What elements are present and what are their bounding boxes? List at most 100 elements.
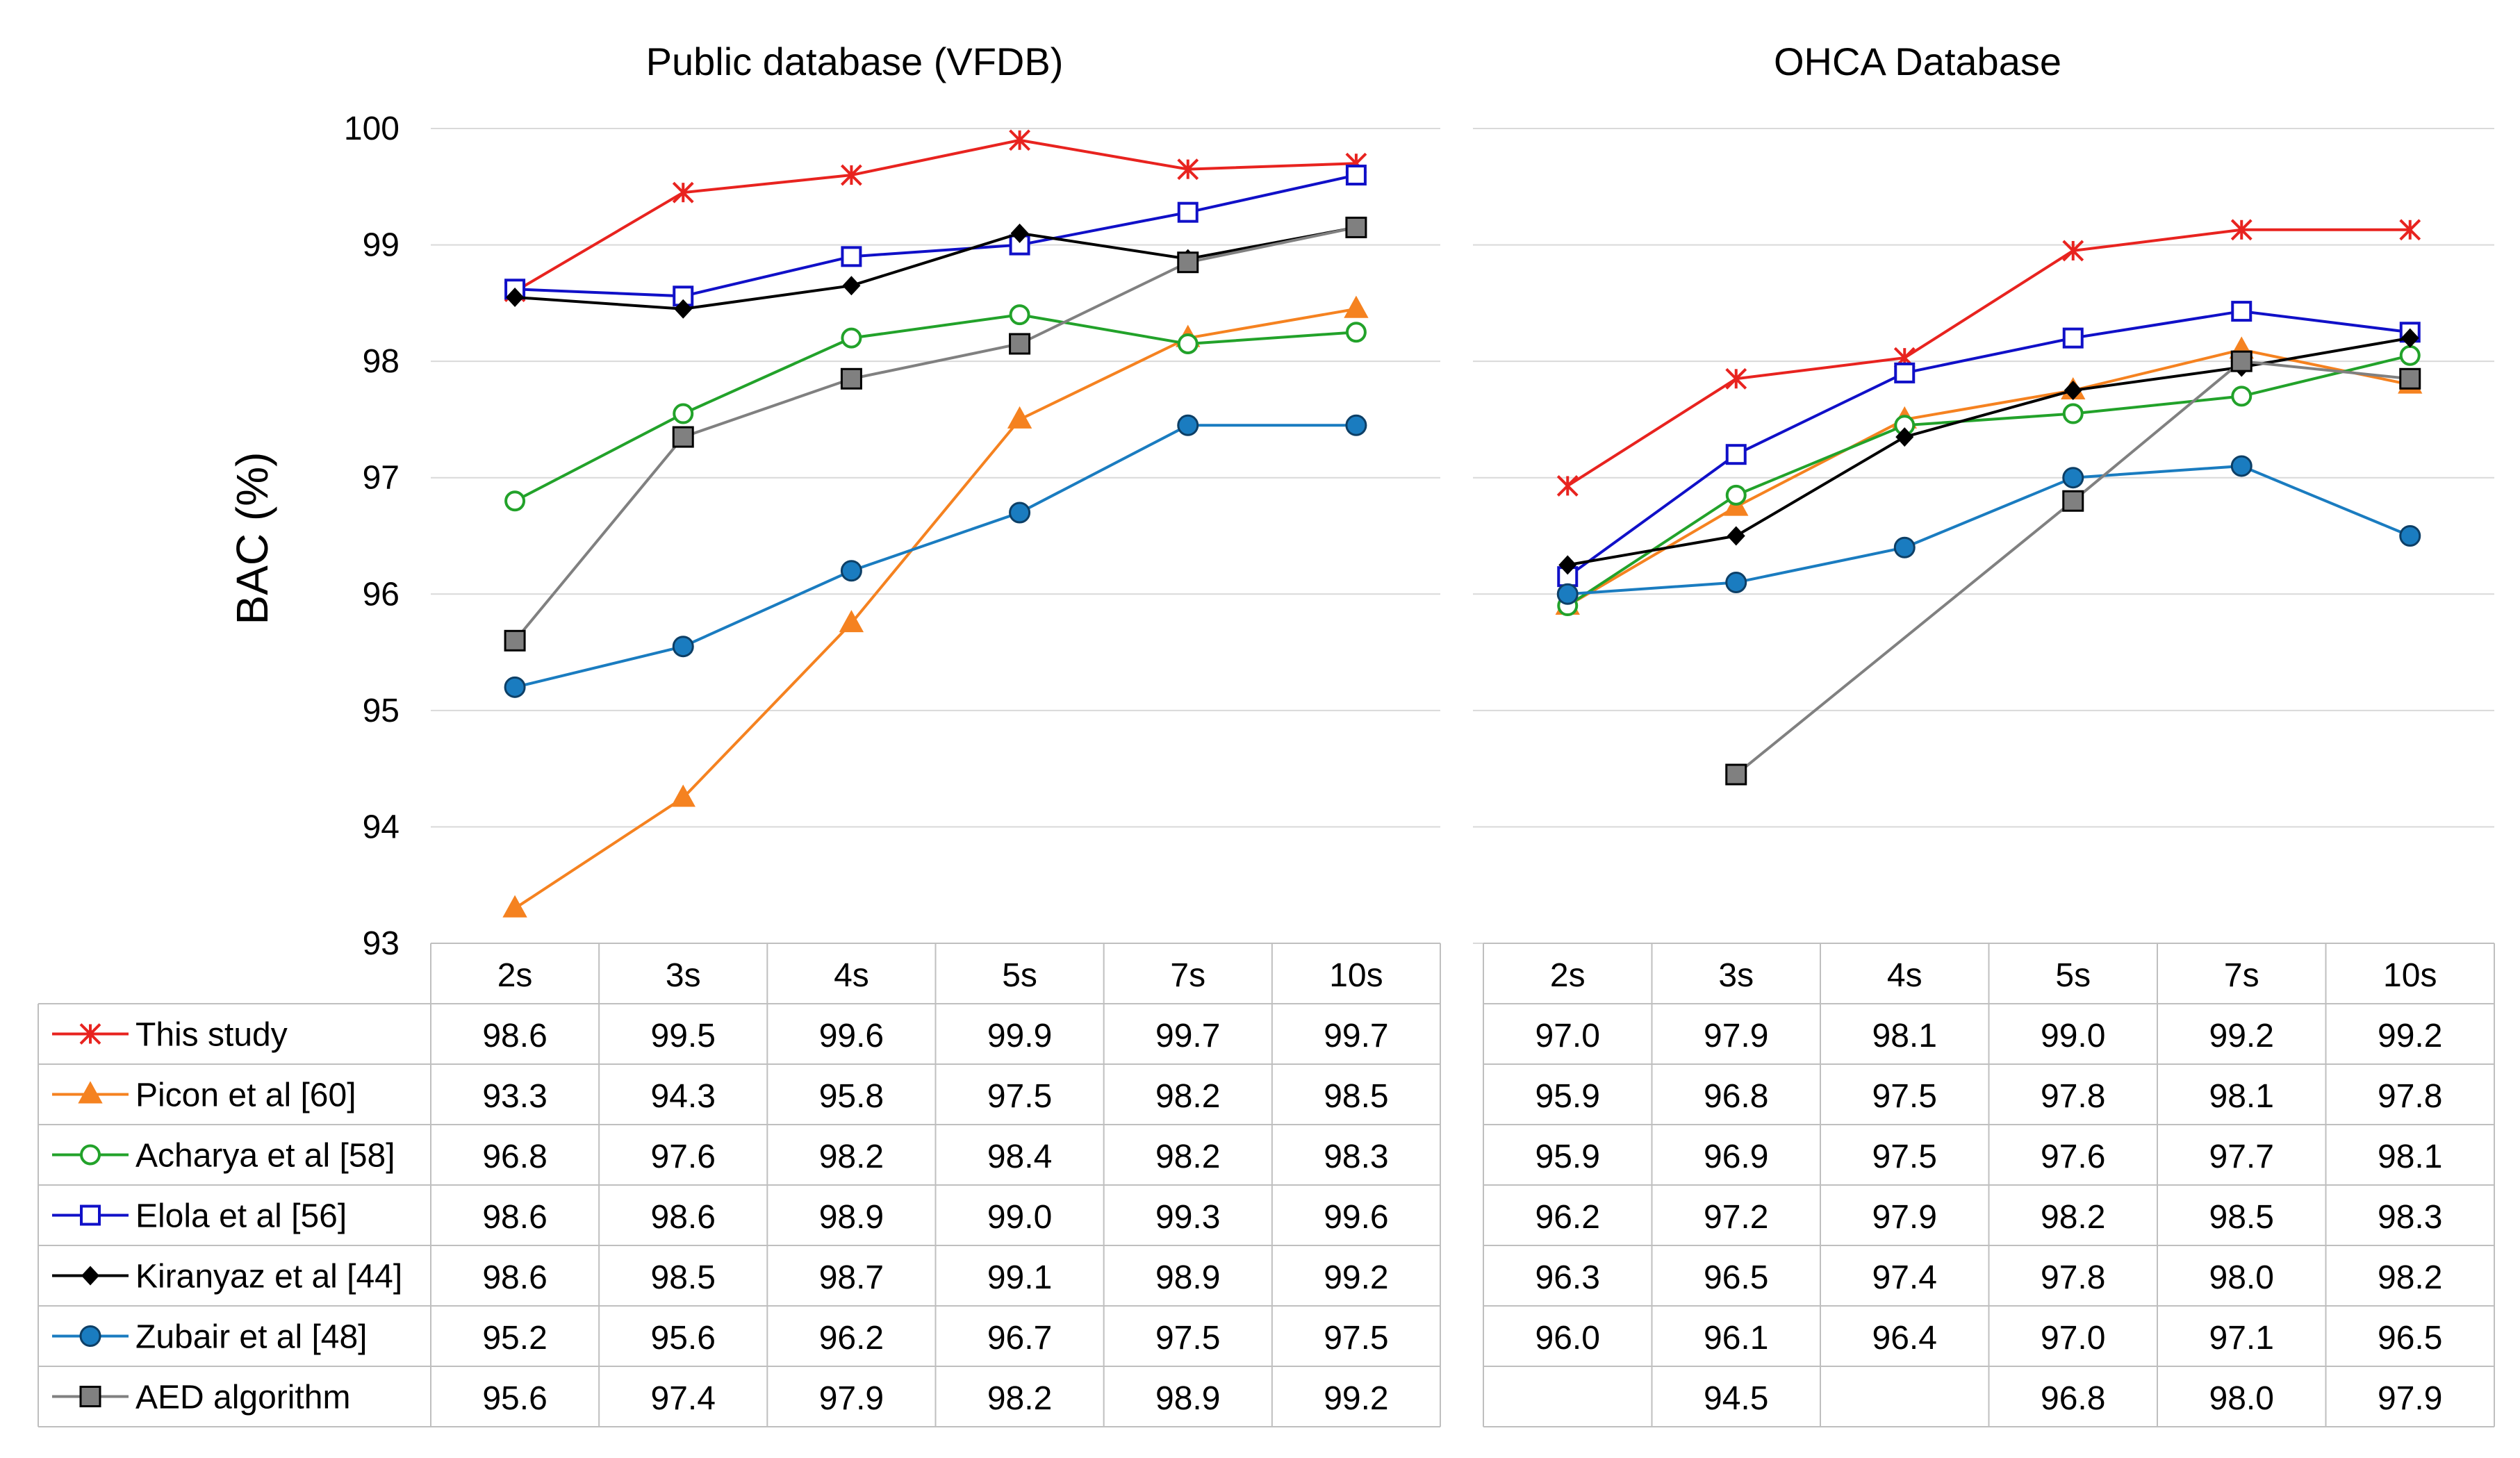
series-point-0-0-2 xyxy=(841,164,862,186)
data-label-1-5-1: 96.1 xyxy=(1704,1320,1768,1357)
y-tick-label: 96 xyxy=(363,576,400,613)
series-point-0-1-1 xyxy=(670,784,695,807)
series-point-0-4-1 xyxy=(674,299,693,319)
y-tick-label: 95 xyxy=(363,693,400,729)
data-label-0-5-3: 96.7 xyxy=(987,1320,1052,1357)
data-label-0-6-1: 97.4 xyxy=(651,1380,716,1417)
data-label-1-0-5: 99.2 xyxy=(2378,1018,2442,1054)
legend-marker-3 xyxy=(80,1204,101,1226)
data-label-0-2-2: 98.2 xyxy=(819,1138,884,1175)
series-point-0-5-1 xyxy=(672,636,694,658)
data-label-0-6-4: 98.9 xyxy=(1155,1380,1220,1417)
series-point-1-2-1 xyxy=(1725,484,1747,506)
legend-marker-0 xyxy=(79,1023,101,1045)
y-tick-label: 94 xyxy=(363,809,400,845)
series-point-1-2-5 xyxy=(2399,345,2421,366)
data-label-0-6-2: 97.9 xyxy=(819,1380,884,1417)
series-point-0-5-3 xyxy=(1009,502,1031,524)
data-label-1-4-5: 98.2 xyxy=(2378,1259,2442,1296)
legend-label-6: AED algorithm xyxy=(135,1380,350,1416)
data-label-0-4-3: 99.1 xyxy=(987,1259,1052,1296)
data-label-0-0-1: 99.5 xyxy=(651,1018,716,1054)
series-point-1-6-1 xyxy=(1725,763,1747,786)
series-line-1-6 xyxy=(1735,360,2410,776)
category-label-0-2s: 2s xyxy=(497,957,533,994)
series-point-0-0-3 xyxy=(1009,129,1030,151)
data-label-0-6-3: 98.2 xyxy=(987,1380,1052,1417)
data-label-0-6-0: 95.6 xyxy=(482,1380,547,1417)
series-point-0-5-0 xyxy=(504,676,526,698)
series-point-1-3-2 xyxy=(1894,362,1916,383)
data-label-1-6-4: 98.0 xyxy=(2209,1380,2274,1417)
y-tick-label: 97 xyxy=(363,460,400,497)
series-point-0-4-3 xyxy=(1010,223,1029,243)
y-tick-label: 98 xyxy=(363,343,400,380)
data-label-1-4-0: 96.3 xyxy=(1535,1259,1600,1296)
ohca-chart-title: OHCA Database xyxy=(1774,40,2061,83)
data-label-0-0-3: 99.9 xyxy=(987,1018,1052,1054)
series-line-1-5 xyxy=(1567,464,2411,596)
series-point-1-6-3 xyxy=(2062,490,2084,512)
series-point-1-3-4 xyxy=(2231,301,2253,322)
series-point-1-3-1 xyxy=(1725,444,1747,465)
data-label-1-4-2: 97.4 xyxy=(1872,1259,1937,1296)
y-tick-label: 100 xyxy=(344,110,400,147)
legend-marker-4 xyxy=(81,1266,99,1286)
series-point-0-6-3 xyxy=(1009,333,1031,355)
data-label-1-2-5: 98.1 xyxy=(2378,1138,2442,1175)
data-label-1-0-3: 99.0 xyxy=(2041,1018,2105,1054)
data-label-0-0-5: 99.7 xyxy=(1324,1018,1388,1054)
data-label-1-5-5: 96.5 xyxy=(2378,1320,2442,1357)
series-point-1-2-4 xyxy=(2231,386,2253,407)
series-line-0-3 xyxy=(515,174,1357,298)
category-label-0-4s: 4s xyxy=(834,957,869,994)
data-label-1-5-0: 96.0 xyxy=(1535,1320,1600,1357)
data-label-0-5-5: 97.5 xyxy=(1324,1320,1388,1357)
series-line-1-1 xyxy=(1567,348,2411,607)
series-point-0-0-1 xyxy=(672,181,694,204)
legend-marker-2 xyxy=(80,1144,101,1166)
data-label-0-3-1: 98.6 xyxy=(651,1199,716,1236)
data-label-1-2-0: 95.9 xyxy=(1535,1138,1600,1175)
series-point-0-1-5 xyxy=(1344,295,1369,318)
series-point-0-3-2 xyxy=(841,246,862,267)
data-label-0-1-1: 94.3 xyxy=(651,1078,716,1115)
data-label-1-2-1: 96.9 xyxy=(1704,1138,1768,1175)
series-point-0-2-0 xyxy=(504,490,526,512)
data-label-1-2-3: 97.6 xyxy=(2041,1138,2105,1175)
data-label-1-3-3: 98.2 xyxy=(2041,1199,2105,1236)
series-point-0-0-4 xyxy=(1177,158,1199,181)
data-label-1-0-0: 97.0 xyxy=(1535,1018,1600,1054)
series-point-0-3-4 xyxy=(1177,201,1199,223)
data-label-0-5-4: 97.5 xyxy=(1155,1320,1220,1357)
data-label-1-1-2: 97.5 xyxy=(1872,1078,1937,1115)
category-label-1-10s: 10s xyxy=(2383,957,2437,994)
data-label-1-0-2: 98.1 xyxy=(1872,1018,1937,1054)
series-line-0-5 xyxy=(514,424,1356,689)
data-label-1-6-3: 96.8 xyxy=(2041,1380,2105,1417)
series-point-0-1-2 xyxy=(839,610,864,633)
series-point-1-2-3 xyxy=(2062,403,2084,424)
data-label-0-1-4: 98.2 xyxy=(1155,1078,1220,1115)
data-label-0-4-1: 98.5 xyxy=(651,1259,716,1296)
series-line-1-0 xyxy=(1567,228,2410,488)
data-label-1-3-5: 98.3 xyxy=(2378,1199,2442,1236)
data-label-0-4-2: 98.7 xyxy=(819,1259,884,1296)
data-label-0-2-4: 98.2 xyxy=(1155,1138,1220,1175)
data-label-1-3-2: 97.9 xyxy=(1872,1199,1937,1236)
y-tick-label: 99 xyxy=(363,227,400,264)
data-label-1-5-2: 96.4 xyxy=(1872,1320,1937,1357)
data-label-1-1-3: 97.8 xyxy=(2041,1078,2105,1115)
data-label-1-6-5: 97.9 xyxy=(2378,1380,2442,1417)
legend-marker-1 xyxy=(78,1081,103,1104)
series-point-1-5-3 xyxy=(2062,467,2084,489)
series-line-1-4 xyxy=(1567,336,2411,567)
series-point-0-5-5 xyxy=(1345,414,1367,436)
series-point-0-6-1 xyxy=(672,426,694,448)
data-label-1-2-2: 97.5 xyxy=(1872,1138,1937,1175)
series-line-0-6 xyxy=(513,226,1357,642)
category-label-0-5s: 5s xyxy=(1002,957,1037,994)
data-label-0-5-2: 96.2 xyxy=(819,1320,884,1357)
series-line-1-3 xyxy=(1567,310,2410,578)
